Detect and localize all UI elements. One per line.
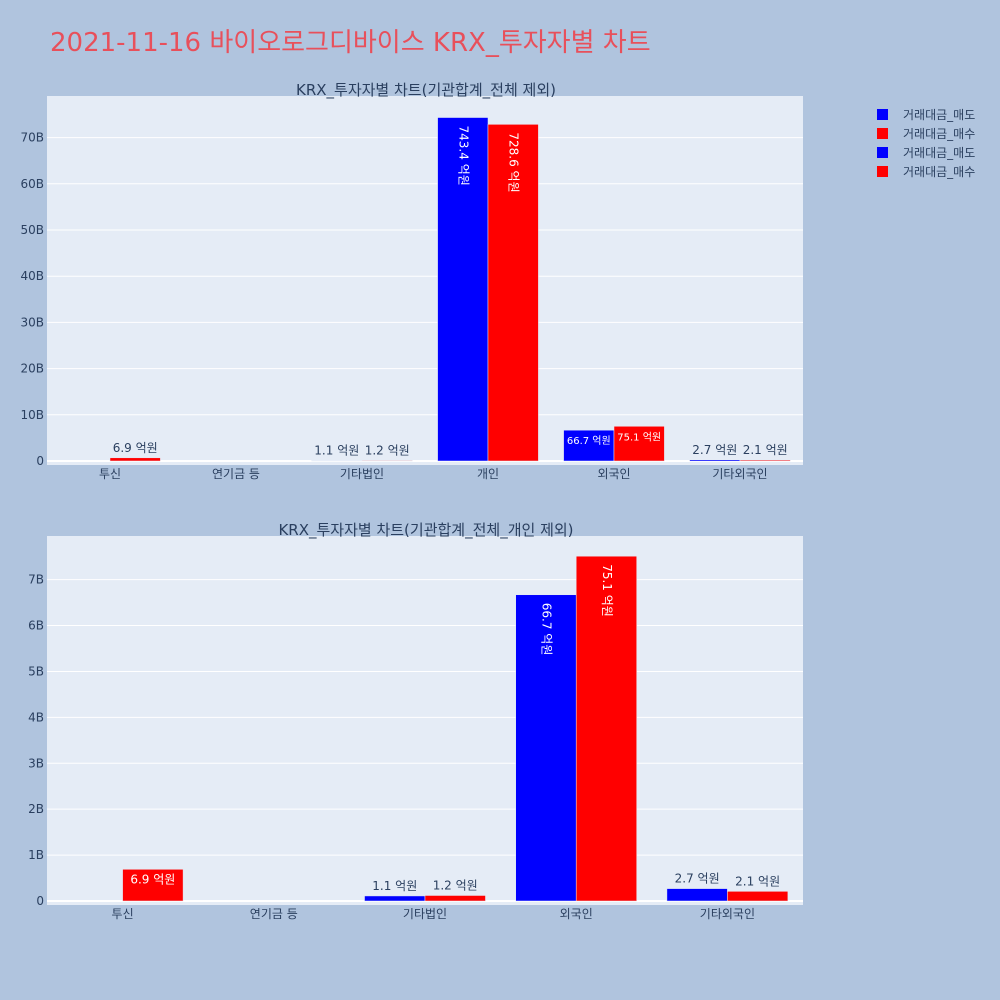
y-tick-label: 40B — [20, 269, 44, 283]
bar-buy[interactable] — [122, 869, 184, 902]
bar-buy[interactable] — [109, 457, 161, 462]
legend-swatch[interactable] — [877, 128, 888, 139]
data-label: 2.7 억원 — [675, 872, 720, 886]
plot-area — [47, 96, 803, 465]
y-tick-label: 4B — [28, 710, 44, 724]
data-label: 2.1 억원 — [743, 443, 788, 457]
bar-buy[interactable] — [487, 124, 539, 462]
y-tick-label: 0 — [36, 894, 44, 908]
y-tick-label: 2B — [28, 802, 44, 816]
x-tick-label: 외국인 — [560, 907, 593, 921]
data-label: 66.7 억원 — [567, 435, 611, 447]
chart-panel-bottom: KRX_투자자별 차트(기관합계_전체_개인 제외) 0 1B 2B 3B 4B 5B 6B 7… — [28, 521, 803, 921]
y-tick-label: 7B — [28, 573, 44, 587]
y-tick-label: 3B — [28, 756, 44, 770]
legend-label[interactable]: 거래대금_매도 — [903, 146, 975, 160]
y-tick-label: 1B — [28, 848, 44, 862]
plot-area — [47, 536, 803, 905]
x-tick-label: 연기금 등 — [212, 467, 260, 481]
y-tick-label: 10B — [20, 408, 44, 422]
y-tick-label: 70B — [20, 131, 44, 145]
legend-swatch[interactable] — [877, 166, 888, 177]
y-tick-label: 30B — [20, 315, 44, 329]
bar-sell[interactable] — [563, 429, 615, 462]
legend-label[interactable]: 거래대금_매수 — [903, 165, 975, 179]
bar-buy[interactable] — [361, 460, 413, 462]
y-tick-label: 50B — [20, 223, 44, 237]
bar-sell[interactable] — [311, 460, 363, 462]
y-tick-label: 20B — [20, 362, 44, 376]
x-tick-label: 연기금 등 — [250, 907, 298, 921]
data-label: 1.1 억원 — [314, 443, 359, 457]
legend-swatch[interactable] — [877, 109, 888, 120]
x-tick-label: 외국인 — [597, 467, 630, 481]
y-tick-label: 6B — [28, 619, 44, 633]
data-label: 2.1 억원 — [735, 874, 780, 888]
x-tick-label: 개인 — [477, 467, 499, 481]
x-tick-label: 기타법인 — [403, 907, 447, 921]
chart-panel-top: KRX_투자자별 차트(기관합계_전체 제외) 0 10B 20B 30B 40B 50B 6… — [20, 81, 803, 481]
bar-buy[interactable] — [424, 895, 486, 902]
page-title: 2021-11-16 바이오로그디바이스 KRX_투자자별 차트 — [50, 28, 651, 58]
y-tick-label: 60B — [20, 177, 44, 191]
bar-sell[interactable] — [689, 459, 741, 462]
legend-swatch[interactable] — [877, 147, 888, 158]
bar-buy[interactable] — [739, 459, 791, 462]
bar-sell[interactable] — [666, 888, 728, 902]
bar-buy[interactable] — [575, 555, 637, 902]
data-label: 75.1 억원 — [617, 431, 661, 443]
bar-buy[interactable] — [727, 891, 789, 902]
data-label: 1.2 억원 — [433, 878, 478, 892]
data-label: 728.6 억원 — [507, 132, 521, 192]
data-label: 743.4 억원 — [456, 126, 470, 186]
y-tick-label: 5B — [28, 664, 44, 678]
x-tick-label: 투신 — [99, 467, 121, 481]
x-tick-label: 기타외국인 — [700, 907, 755, 921]
x-tick-label: 기타법인 — [340, 467, 384, 481]
legend-label[interactable]: 거래대금_매도 — [903, 108, 975, 122]
data-label: 75.1 억원 — [600, 564, 614, 617]
chart-title: KRX_투자자별 차트(기관합계_전체_개인 제외) — [278, 521, 573, 540]
y-tick-label: 0 — [36, 454, 44, 468]
data-label: 1.1 억원 — [372, 879, 417, 893]
data-label: 6.9 억원 — [130, 872, 175, 886]
data-label: 1.2 억원 — [365, 443, 410, 457]
data-label: 6.9 억원 — [113, 441, 158, 455]
data-label: 2.7 억원 — [692, 443, 737, 457]
bar-sell[interactable] — [515, 594, 577, 902]
x-tick-label: 투신 — [112, 907, 134, 921]
legend-label[interactable]: 거래대금_매수 — [903, 127, 975, 141]
chart-title: KRX_투자자별 차트(기관합계_전체 제외) — [296, 81, 556, 100]
bar-buy[interactable] — [613, 426, 665, 462]
x-tick-label: 기타외국인 — [712, 467, 767, 481]
bar-sell[interactable] — [364, 895, 426, 902]
bar-sell[interactable] — [437, 117, 489, 462]
data-label: 66.7 억원 — [539, 603, 553, 656]
